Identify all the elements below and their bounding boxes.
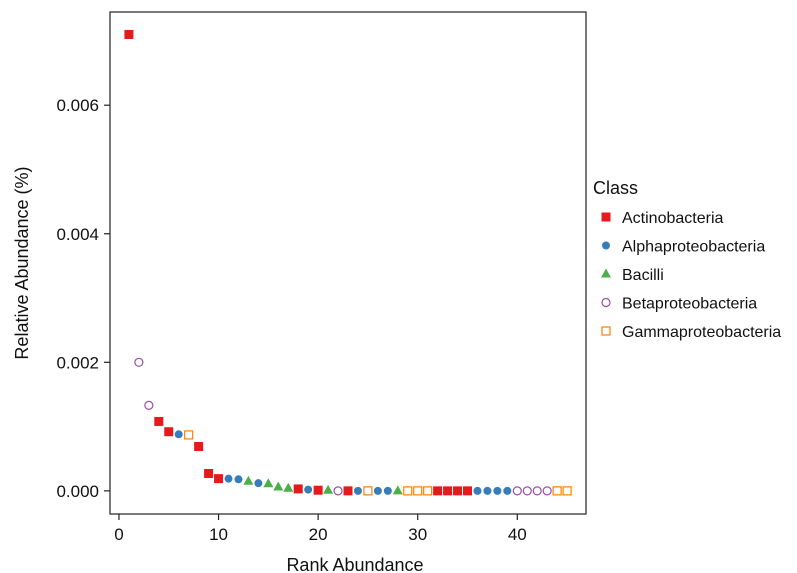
point-bacilli — [243, 475, 254, 485]
x-tick-label: 20 — [309, 525, 328, 544]
point-gammaproteobacteria — [423, 486, 433, 496]
legend-title: Class — [593, 178, 638, 198]
legend: Class Actinobacteria Alphaproteobacteria B… — [593, 178, 781, 341]
y-axis: 0.000 0.002 0.004 0.006 — [56, 96, 110, 501]
y-tick-label: 0.004 — [56, 225, 99, 244]
point-bacilli — [263, 478, 274, 488]
point-betaproteobacteria — [144, 400, 154, 410]
y-tick-label: 0.000 — [56, 482, 99, 501]
legend-key-alphaproteobacteria — [602, 241, 610, 250]
legend-key-actinobacteria — [601, 212, 611, 222]
legend-key-betaproteobacteria — [601, 297, 611, 308]
legend-label: Gammaproteobacteria — [622, 324, 781, 341]
point-bacilli — [392, 485, 403, 495]
point-gammaproteobacteria — [363, 486, 373, 496]
x-axis: 0 10 20 30 40 — [114, 514, 527, 544]
point-betaproteobacteria — [532, 486, 542, 496]
point-betaproteobacteria — [512, 486, 522, 496]
point-alphaproteobacteria — [234, 475, 243, 484]
point-betaproteobacteria — [333, 486, 343, 496]
point-actinobacteria — [462, 486, 472, 496]
point-actinobacteria — [443, 486, 453, 496]
legend-label: Betaproteobacteria — [622, 296, 757, 313]
point-gammaproteobacteria — [184, 430, 194, 440]
point-alphaproteobacteria — [503, 486, 512, 495]
point-alphaproteobacteria — [174, 430, 183, 439]
point-gammaproteobacteria — [552, 486, 562, 496]
point-actinobacteria — [313, 485, 323, 495]
point-actinobacteria — [124, 29, 134, 39]
point-actinobacteria — [433, 486, 443, 496]
y-tick-label: 0.002 — [56, 353, 99, 372]
x-tick-label: 30 — [408, 525, 427, 544]
data-points — [124, 29, 572, 496]
point-bacilli — [283, 482, 294, 492]
point-alphaproteobacteria — [483, 486, 492, 495]
point-alphaproteobacteria — [373, 486, 382, 495]
legend-label: Actinobacteria — [622, 210, 723, 227]
x-tick-label: 40 — [508, 525, 527, 544]
x-tick-label: 0 — [114, 525, 123, 544]
point-betaproteobacteria — [522, 486, 532, 496]
x-tick-label: 10 — [209, 525, 228, 544]
point-gammaproteobacteria — [562, 486, 572, 496]
point-bacilli — [323, 484, 334, 494]
legend-label: Alphaproteobacteria — [622, 239, 765, 256]
point-actinobacteria — [154, 416, 164, 426]
point-alphaproteobacteria — [304, 485, 313, 494]
y-axis-title: Relative Abundance (%) — [12, 166, 32, 359]
legend-key-bacilli — [601, 268, 611, 278]
plot-panel — [109, 11, 587, 515]
point-alphaproteobacteria — [353, 486, 362, 495]
point-actinobacteria — [214, 474, 224, 484]
y-tick-label: 0.006 — [56, 96, 99, 115]
point-gammaproteobacteria — [403, 486, 413, 496]
point-actinobacteria — [293, 484, 303, 494]
point-actinobacteria — [343, 486, 353, 496]
point-betaproteobacteria — [542, 486, 552, 496]
x-axis-title: Rank Abundance — [286, 555, 423, 573]
point-actinobacteria — [194, 442, 204, 452]
point-actinobacteria — [453, 486, 463, 496]
point-actinobacteria — [164, 427, 174, 437]
legend-key-gammaproteobacteria — [601, 326, 611, 336]
point-alphaproteobacteria — [473, 486, 482, 495]
point-bacilli — [273, 481, 284, 491]
point-gammaproteobacteria — [413, 486, 423, 496]
point-actinobacteria — [204, 469, 214, 479]
point-alphaproteobacteria — [254, 479, 263, 488]
point-alphaproteobacteria — [383, 486, 392, 495]
legend-label: Bacilli — [622, 267, 664, 284]
point-alphaproteobacteria — [493, 486, 502, 495]
point-alphaproteobacteria — [224, 474, 233, 483]
point-betaproteobacteria — [134, 357, 144, 367]
